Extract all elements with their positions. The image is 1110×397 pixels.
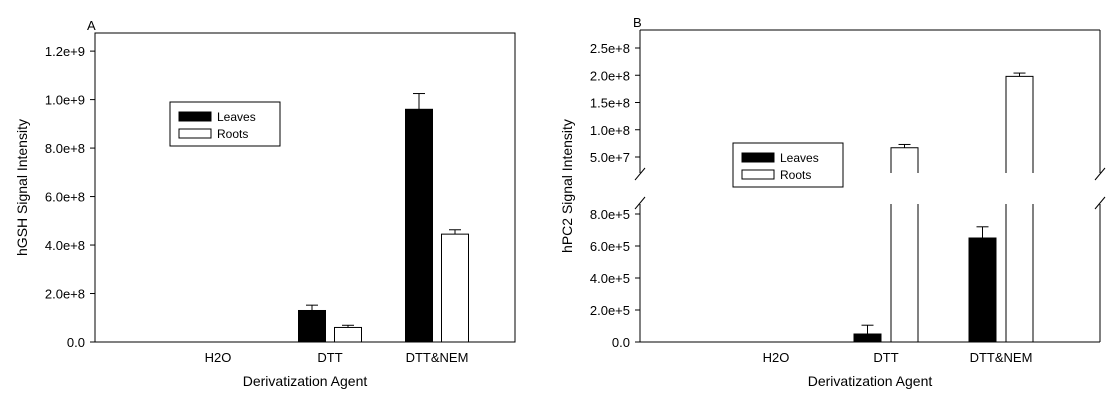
y-tick-label: 1.0e+9: [45, 93, 85, 108]
bar-roots-2: [441, 233, 469, 343]
y-tick-label: 2.5e+8: [590, 41, 630, 56]
bar-roots-2-upper: [1005, 75, 1034, 173]
y-tick-label: 2.0e+8: [590, 68, 630, 83]
legend-swatch-roots: [178, 128, 212, 139]
y-tick-label: 0.0: [612, 335, 630, 350]
panel-label: A: [87, 18, 96, 33]
chart-panel-a: 0.0 2.0e+8 4.0e+8 6.0e+8 8.0e+8 1.0e+9 1.2e+9 H…: [14, 18, 516, 389]
x-tick-label: DTT&NEM: [970, 350, 1033, 365]
y-tick-label: 0.0: [67, 335, 85, 350]
legend-label-roots: Roots: [217, 127, 248, 141]
bar-leaves-1: [298, 309, 326, 343]
y-tick-label: 8.0e+5: [590, 207, 630, 222]
bar-leaves-2: [405, 108, 433, 343]
legend-label-leaves: Leaves: [780, 151, 819, 165]
y-tick-label: 1.2e+9: [45, 44, 85, 59]
y-axis-label: hPC2 Signal Intensity: [559, 119, 575, 253]
y-tick-label: 6.0e+8: [45, 190, 85, 205]
bar-roots-1-lower: [890, 204, 919, 343]
panel-label: B: [633, 15, 642, 30]
bar-roots-1: [334, 326, 362, 343]
bar-roots-2-lower: [1005, 204, 1034, 343]
x-axis-label: Derivatization Agent: [808, 373, 933, 389]
x-tick-label: DTT: [873, 350, 898, 365]
legend-swatch-roots: [741, 169, 775, 180]
x-tick-label: DTT: [317, 350, 342, 365]
axis-break-mark-left: [634, 167, 646, 181]
x-tick-label: H2O: [205, 350, 232, 365]
legend-label-roots: Roots: [780, 168, 811, 182]
y-tick-label: 1.0e+8: [590, 123, 630, 138]
bar-leaves-2: [968, 237, 997, 343]
x-tick-label: H2O: [763, 350, 790, 365]
y-tick-label: 4.0e+8: [45, 238, 85, 253]
x-axis-label: Derivatization Agent: [243, 373, 368, 389]
chart-panel-b: 0.0 2.0e+5 4.0e+5 6.0e+5 8.0e+5 5.0e+7 1.0e+8 1…: [559, 15, 1106, 389]
y-tick-label: 6.0e+5: [590, 239, 630, 254]
legend-label-leaves: Leaves: [217, 110, 256, 124]
y-tick-label: 8.0e+8: [45, 141, 85, 156]
axis-break-mark-right: [1094, 167, 1106, 181]
x-tick-label: DTT&NEM: [406, 350, 469, 365]
y-tick-label: 4.0e+5: [590, 271, 630, 286]
legend-swatch-leaves: [178, 111, 212, 122]
y-tick-label: 5.0e+7: [590, 150, 630, 165]
y-axis-label: hGSH Signal Intensity: [14, 119, 30, 256]
y-tick-label: 1.5e+8: [590, 96, 630, 111]
y-tick-label: 2.0e+8: [45, 287, 85, 302]
bar-roots-1-upper: [890, 147, 919, 173]
legend-swatch-leaves: [741, 152, 775, 163]
legend-box: [169, 101, 281, 147]
legend-box: [732, 142, 844, 188]
axis-break-mark-left: [634, 196, 646, 210]
axis-break-mark-right: [1094, 196, 1106, 210]
y-tick-label: 2.0e+5: [590, 303, 630, 318]
bar-leaves-1: [853, 333, 882, 343]
